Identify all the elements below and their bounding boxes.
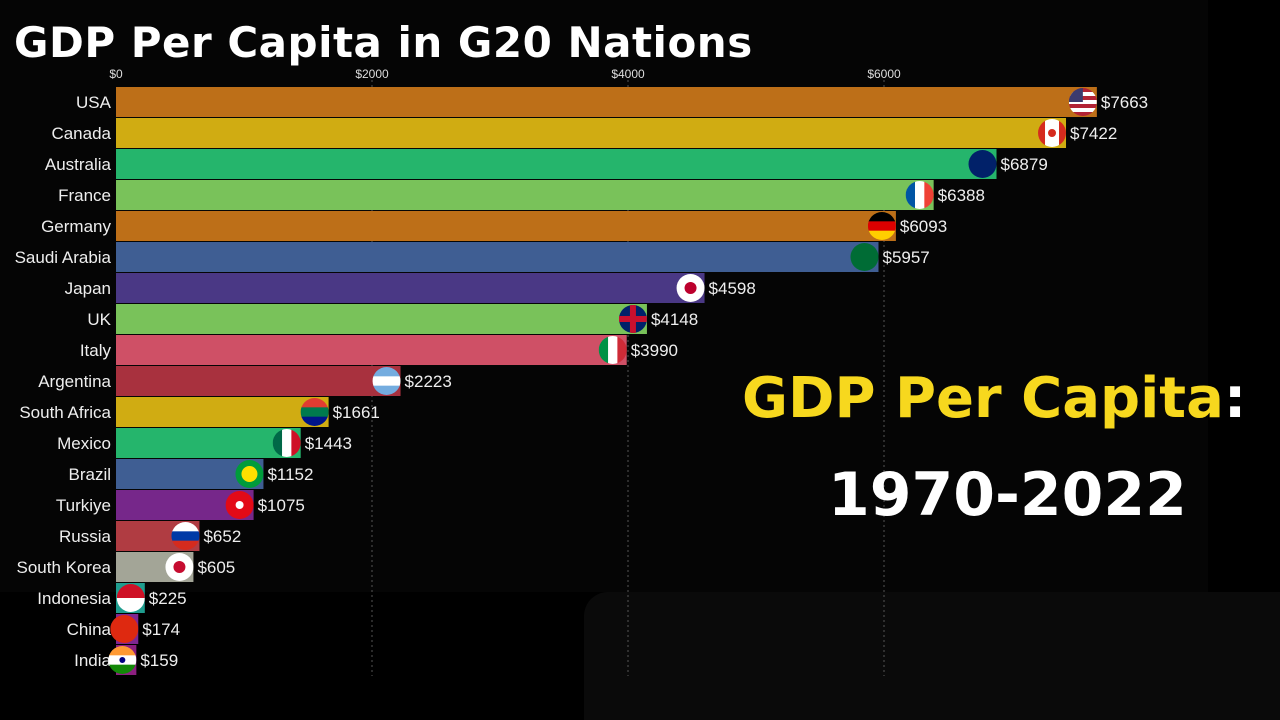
flag-germany-icon xyxy=(867,212,896,240)
value-label: $225 xyxy=(149,589,187,608)
value-label: $5957 xyxy=(882,248,929,267)
x-tick-label: $4000 xyxy=(611,67,645,81)
value-label: $605 xyxy=(197,558,235,577)
x-tick-label: $0 xyxy=(109,67,123,81)
flag-south-africa-icon xyxy=(300,398,329,426)
flag-mexico-icon xyxy=(272,429,301,457)
category-label: Saudi Arabia xyxy=(15,248,112,267)
category-label: Canada xyxy=(51,124,111,143)
flag-turkiye-icon xyxy=(225,491,254,519)
bar xyxy=(116,180,934,210)
flag-france-icon xyxy=(905,181,934,209)
category-label: Russia xyxy=(59,527,112,546)
value-label: $4148 xyxy=(651,310,698,329)
flag-china-icon xyxy=(110,615,139,643)
category-label: Australia xyxy=(45,155,112,174)
x-tick-label: $2000 xyxy=(355,67,389,81)
overlay-colon: : xyxy=(1223,366,1247,431)
flag-australia-icon xyxy=(968,150,997,178)
flag-brazil-icon xyxy=(235,460,264,488)
chart-title: GDP Per Capita in G20 Nations xyxy=(14,18,753,67)
value-label: $6093 xyxy=(900,217,947,236)
category-label: South Korea xyxy=(16,558,111,577)
flag-india-icon xyxy=(108,646,137,674)
value-label: $6388 xyxy=(938,186,985,205)
flag-canada-icon xyxy=(1038,119,1067,147)
bar xyxy=(116,366,401,396)
value-label: $2223 xyxy=(405,372,452,391)
lower-panel xyxy=(584,592,1280,720)
category-label: Argentina xyxy=(38,372,111,391)
flag-russia-icon xyxy=(171,522,200,550)
bar xyxy=(116,211,896,241)
category-label: China xyxy=(67,620,112,639)
value-label: $174 xyxy=(142,620,180,639)
category-label: USA xyxy=(76,93,112,112)
value-label: $1075 xyxy=(258,496,305,515)
flag-indonesia-icon xyxy=(116,584,145,612)
flag-south-korea-icon xyxy=(165,553,194,581)
category-label: Mexico xyxy=(57,434,111,453)
value-label: $159 xyxy=(140,651,178,670)
value-label: $652 xyxy=(203,527,241,546)
bar xyxy=(116,273,705,303)
bar xyxy=(116,304,647,334)
flag-argentina-icon xyxy=(372,367,401,395)
value-label: $6879 xyxy=(1001,155,1048,174)
category-label: Italy xyxy=(80,341,112,360)
value-label: $3990 xyxy=(631,341,678,360)
overlay-heading: GDP Per Capita: xyxy=(742,366,1246,431)
overlay-years: 1970-2022 xyxy=(828,460,1187,530)
bar xyxy=(116,428,301,458)
bar xyxy=(116,335,627,365)
value-label: $1152 xyxy=(267,465,313,484)
category-label: Indonesia xyxy=(37,589,111,608)
overlay-line1: GDP Per Capita xyxy=(742,366,1224,431)
value-label: $1443 xyxy=(305,434,352,453)
flag-italy-icon xyxy=(598,336,627,364)
flag-japan-icon xyxy=(676,274,705,302)
value-label: $1661 xyxy=(333,403,380,422)
flag-saudi-arabia-icon xyxy=(850,243,879,271)
category-label: Germany xyxy=(41,217,111,236)
category-label: Japan xyxy=(65,279,111,298)
value-label: $7422 xyxy=(1070,124,1117,143)
value-label: $7663 xyxy=(1101,93,1148,112)
bar xyxy=(116,118,1067,148)
category-label: Turkiye xyxy=(56,496,111,515)
category-label: France xyxy=(58,186,111,205)
category-label: UK xyxy=(87,310,111,329)
category-label: Brazil xyxy=(68,465,111,484)
bar xyxy=(116,87,1097,117)
value-label: $4598 xyxy=(709,279,756,298)
category-label: South Africa xyxy=(19,403,111,422)
bar xyxy=(116,149,997,179)
category-label: India xyxy=(74,651,111,670)
bar xyxy=(116,397,329,427)
bar xyxy=(116,242,879,272)
x-tick-label: $6000 xyxy=(867,67,901,81)
flag-uk-icon xyxy=(618,305,647,333)
